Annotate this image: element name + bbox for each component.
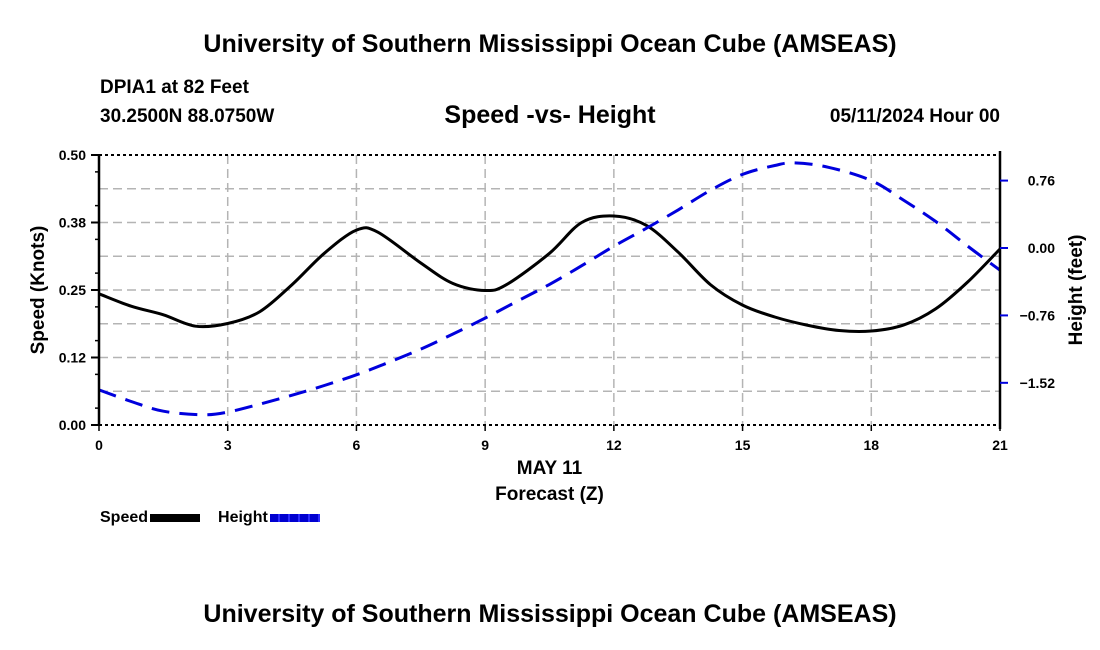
x-tick-label: 21: [992, 437, 1008, 453]
main-title: University of Southern Mississippi Ocean…: [203, 30, 897, 58]
series-line-speed: [98, 214, 1002, 334]
series-layer: [98, 161, 1002, 417]
station-label: DPIA1 at 82 Feet: [100, 77, 249, 98]
x-tick-label: 6: [353, 437, 361, 453]
grid: [99, 155, 1000, 425]
x-tick-label: 0: [95, 437, 103, 453]
legend-swatch-speed: [150, 514, 201, 522]
legend: Speed Height: [100, 509, 338, 527]
y2-tick-label: −0.76: [1020, 307, 1056, 323]
y-tick-label: 0.50: [59, 147, 86, 163]
legend-swatch-height: [269, 514, 320, 522]
x-tick-label: 18: [863, 437, 879, 453]
y-tick-label: 0.12: [59, 350, 86, 366]
coordinates-label: 30.2500N 88.0750W: [100, 106, 275, 127]
x-axis-title: Forecast (Z): [495, 484, 604, 505]
tick-labels: 0.00 0.12 0.25 0.38 0.50 0.76 0.00 −0.76 −1.52 0 3…: [59, 147, 1055, 453]
chart-subtitle: Speed -vs- Height: [444, 101, 656, 129]
y2-tick-label: 0.00: [1028, 240, 1055, 256]
y-tick-label: 0.38: [59, 215, 86, 231]
x-tick-label: 3: [224, 437, 232, 453]
legend-label-speed: Speed: [100, 509, 149, 526]
footer-title: University of Southern Mississippi Ocean…: [203, 600, 897, 628]
y2-tick-label: 0.76: [1028, 173, 1055, 189]
y-tick-label: 0.25: [59, 282, 86, 298]
y-tick-label: 0.00: [59, 417, 86, 433]
series-line-height: [98, 161, 1001, 417]
y2-axis-title: Height (feet): [1066, 235, 1087, 346]
x-tick-label: 9: [481, 437, 489, 453]
x-tick-label: 15: [735, 437, 751, 453]
y-axis-title: Speed (Knots): [28, 226, 49, 355]
x-tick-label: 12: [606, 437, 622, 453]
plot-frame: [91, 151, 1008, 431]
legend-item-height: Height: [218, 509, 320, 527]
forecast-datetime: 05/11/2024 Hour 00: [829, 106, 1000, 127]
x-axis-date-label: MAY 11: [517, 458, 583, 479]
legend-label-height: Height: [218, 509, 268, 526]
legend-item-speed: Speed: [100, 509, 201, 527]
y2-tick-label: −1.52: [1020, 375, 1056, 391]
